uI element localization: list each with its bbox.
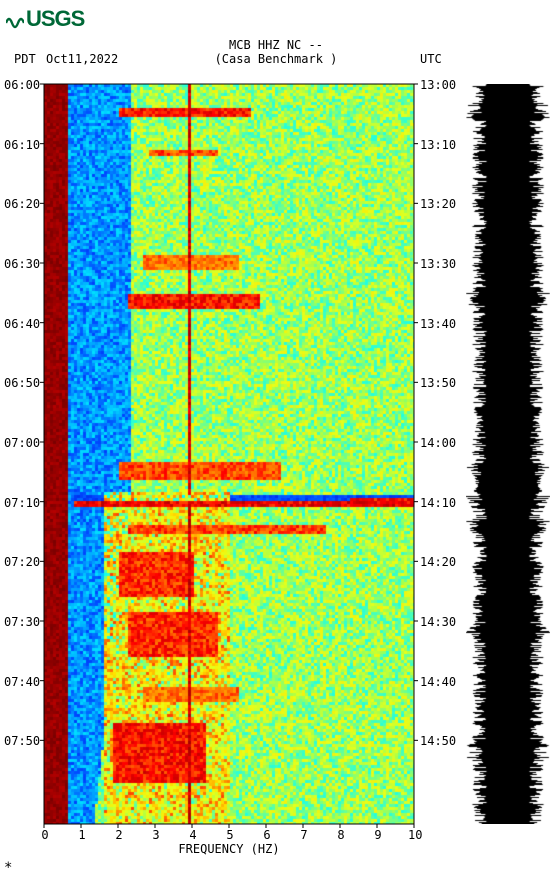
waveform-plot	[466, 84, 550, 824]
x-tick: 2	[112, 828, 126, 842]
chart-title: MCB HHZ NC --	[0, 38, 552, 52]
x-tick: 4	[186, 828, 200, 842]
y-right-tick: 13:10	[420, 138, 456, 152]
y-right-tick: 14:40	[420, 675, 456, 689]
x-tick: 10	[408, 828, 422, 842]
y-right-tick: 13:50	[420, 376, 456, 390]
y-right-tick: 13:00	[420, 78, 456, 92]
y-left-tick: 06:10	[4, 138, 40, 152]
usgs-logo: USGS	[6, 6, 84, 32]
waveform-canvas	[466, 84, 550, 824]
y-right-tick: 14:20	[420, 555, 456, 569]
x-tick: 8	[334, 828, 348, 842]
y-left-tick: 07:00	[4, 436, 40, 450]
y-right-tick: 13:40	[420, 317, 456, 331]
y-left-tick: 06:50	[4, 376, 40, 390]
x-tick: 9	[371, 828, 385, 842]
x-tick: 5	[223, 828, 237, 842]
x-axis-title: FREQUENCY (HZ)	[44, 842, 414, 856]
y-left-tick: 07:40	[4, 675, 40, 689]
y-right-tick: 14:00	[420, 436, 456, 450]
tz-right-label: UTC	[420, 52, 442, 66]
x-tick: 6	[260, 828, 274, 842]
y-left-tick: 06:30	[4, 257, 40, 271]
usgs-logo-text: USGS	[26, 6, 84, 31]
y-left-tick: 06:20	[4, 197, 40, 211]
chart-subtitle: (Casa Benchmark )	[0, 52, 552, 66]
spectrogram-plot	[44, 84, 414, 824]
y-left-tick: 07:20	[4, 555, 40, 569]
y-left-tick: 07:50	[4, 734, 40, 748]
y-left-tick: 07:30	[4, 615, 40, 629]
spectrogram-canvas	[44, 84, 414, 824]
y-left-tick: 06:40	[4, 317, 40, 331]
y-left-tick: 06:00	[4, 78, 40, 92]
usgs-spectrogram-page: { "logo":{"text":"USGS","color":"#006837…	[0, 0, 552, 893]
y-right-tick: 14:30	[420, 615, 456, 629]
x-tick: 3	[149, 828, 163, 842]
y-left-tick: 07:10	[4, 496, 40, 510]
x-tick: 0	[38, 828, 52, 842]
y-right-tick: 13:20	[420, 197, 456, 211]
footer-mark: *	[4, 860, 12, 876]
x-tick: 7	[297, 828, 311, 842]
y-right-tick: 14:10	[420, 496, 456, 510]
y-right-tick: 13:30	[420, 257, 456, 271]
usgs-wave-icon	[6, 9, 24, 27]
y-right-tick: 14:50	[420, 734, 456, 748]
x-tick: 1	[75, 828, 89, 842]
